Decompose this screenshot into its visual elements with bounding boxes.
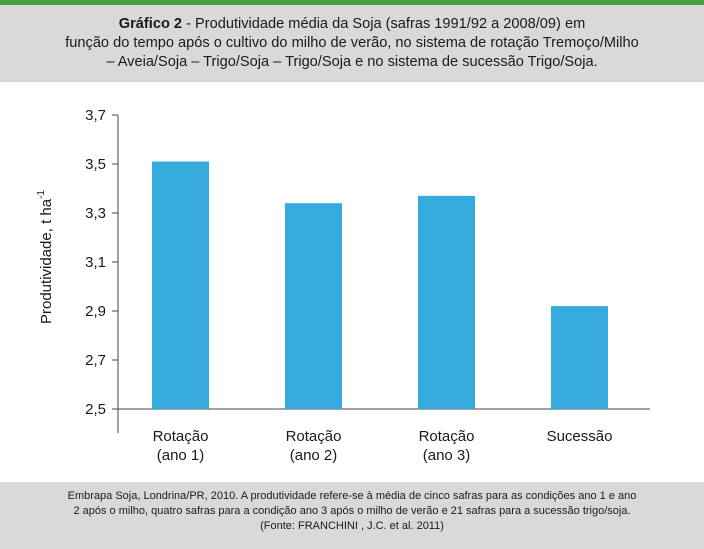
y-tick-label: 3,1 [85, 254, 106, 271]
y-axis-label-superscript: -1 [36, 190, 47, 199]
y-tick-label: 3,3 [85, 205, 106, 222]
source-note-panel: Embrapa Soja, Londrina/PR, 2010. A produ… [0, 482, 704, 549]
chart-title: Gráfico 2 - Produtividade média da Soja … [14, 15, 690, 72]
x-tick-label: Rotação (ano 2) [286, 428, 342, 464]
y-tick-label: 2,5 [85, 401, 106, 418]
x-tick-label: Rotação (ano 1) [153, 428, 209, 464]
y-axis-label: Produtividade, t ha-1 [36, 190, 55, 324]
chart-title-line-3: – Aveia/Soja – Trigo/Soja – Trigo/Soja e… [106, 54, 598, 70]
source-note: Embrapa Soja, Londrina/PR, 2010. A produ… [10, 489, 694, 534]
chart-title-line-2: função do tempo após o cultivo do milho … [65, 35, 639, 51]
y-tick-label: 2,9 [85, 303, 106, 320]
bars [152, 161, 608, 409]
y-tick-label: 2,7 [85, 352, 106, 369]
source-note-line-1: Embrapa Soja, Londrina/PR, 2010. A produ… [67, 490, 637, 502]
chart-title-bold: Gráfico 2 [118, 16, 183, 32]
source-note-line-2: 2 após o milho, quatro safras para a con… [73, 505, 631, 517]
bar [551, 306, 608, 409]
chart-title-line-1: - Produtividade média da Soja (safras 19… [182, 16, 586, 32]
y-axis-label-text: Produtividade, t ha [38, 198, 55, 324]
chart-area: 2,5 2,7 2,9 3,1 3,3 3,5 3,7 Rotação (ano 1) Rota… [0, 82, 704, 482]
y-tick-label: 3,7 [85, 107, 106, 124]
bar [285, 203, 342, 409]
source-note-line-3: (Fonte: FRANCHINI , J.C. et al. 2011) [260, 520, 444, 532]
x-tick-label: Rotação (ano 3) [419, 428, 475, 464]
chart-title-panel: Gráfico 2 - Produtividade média da Soja … [0, 5, 704, 82]
top-accent-bar [0, 0, 704, 5]
x-tick-label: Sucessão [547, 428, 613, 445]
y-tick-label: 3,5 [85, 156, 106, 173]
x-axis-labels: Rotação (ano 1) Rotação (ano 2) Rotação (ano … [153, 428, 613, 464]
bar [152, 161, 209, 409]
bar [418, 195, 475, 409]
bar-chart: 2,52,72,93,13,33,53,7 Rotação (ano 1)Rota… [36, 107, 650, 464]
